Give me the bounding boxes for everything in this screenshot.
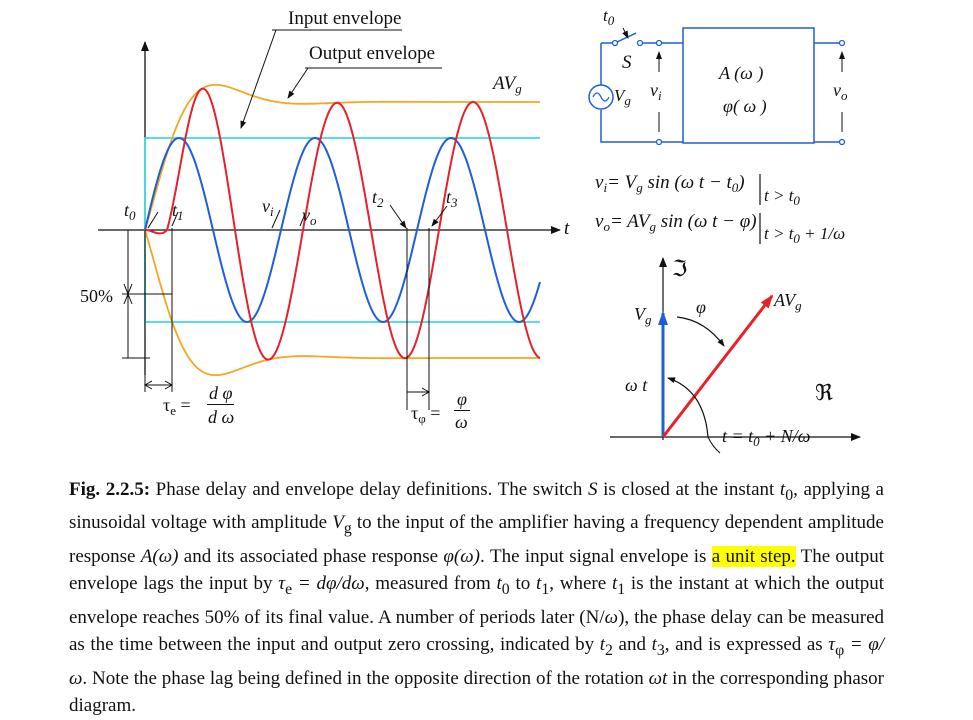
- phasor-time-label: t = t0 + N/ω: [722, 426, 811, 449]
- tau-phi-denominator: ω: [455, 412, 468, 432]
- switch-time-label: t0: [603, 6, 615, 28]
- equation-vo-condition: t > t0 + 1/ω: [764, 224, 846, 246]
- output-envelope-lower: [144, 229, 540, 376]
- circuit-vo-label: vo: [833, 80, 848, 103]
- input-envelope-lower: [144, 230, 540, 323]
- t2-label: t2: [372, 187, 384, 210]
- input-envelope-upper: [144, 137, 540, 230]
- switch-label: S: [622, 52, 632, 73]
- block-line2: φ( ω ): [723, 96, 767, 116]
- input-wave-vi: [144, 136, 541, 324]
- figure-caption: Fig. 2.2.5: Phase delay and envelope del…: [69, 479, 885, 717]
- phi-arc: [676, 316, 725, 347]
- t0-label: t0: [124, 200, 136, 223]
- t1-label: t1: [172, 200, 184, 223]
- tau-e-denominator: d ω: [208, 407, 235, 427]
- source-label: Vg: [614, 86, 631, 108]
- av-g-label: AVg: [493, 73, 522, 96]
- output-envelope-pointer: [287, 67, 309, 99]
- phasor-phi-label: φ: [696, 297, 706, 317]
- circuit-diagram: [588, 27, 846, 146]
- t-axis-label: t: [564, 218, 570, 239]
- equation-vi: vi= Vg sin (ω t − t0): [595, 172, 745, 195]
- phasor-omega-t-label: ω t: [625, 375, 648, 395]
- tau-phi-numerator: φ: [454, 389, 470, 411]
- circuit-vi-label: vi: [650, 80, 662, 103]
- vo-label: vo: [302, 205, 317, 228]
- tau-phi-formula: τφ =: [411, 403, 441, 426]
- equation-vi-condition: t > t0: [764, 186, 800, 208]
- omega-t-arc: [667, 377, 709, 438]
- imag-axis-label: ℑ: [672, 256, 688, 281]
- equation-vo: vo= AVg sin (ω t − φ): [595, 211, 757, 234]
- tau-e-numerator: d φ: [207, 383, 235, 405]
- t3-pointer: [431, 205, 448, 227]
- highlighted-text: a unit step.: [711, 545, 796, 567]
- tau-e-formula: τe =: [163, 395, 191, 418]
- output-wave-vo: [145, 87, 541, 361]
- vi-label: vi: [262, 196, 274, 219]
- block-line1: A (ω ): [719, 63, 764, 83]
- t3-label: t3: [446, 187, 458, 210]
- input-envelope-pointer: [240, 29, 277, 129]
- real-axis-label: ℜ: [815, 380, 833, 405]
- phasor-vg-label: Vg: [634, 304, 652, 327]
- output-envelope-label: Output envelope: [309, 43, 436, 64]
- figure-graphic: [98, 27, 861, 454]
- t2-pointer: [389, 204, 407, 229]
- phasor-diagram: [610, 257, 861, 454]
- avg-phasor: [661, 294, 774, 438]
- input-envelope-label: Input envelope: [288, 8, 402, 29]
- fifty-percent-label: 50%: [80, 286, 113, 306]
- phasor-avg-label: AVg: [774, 290, 802, 313]
